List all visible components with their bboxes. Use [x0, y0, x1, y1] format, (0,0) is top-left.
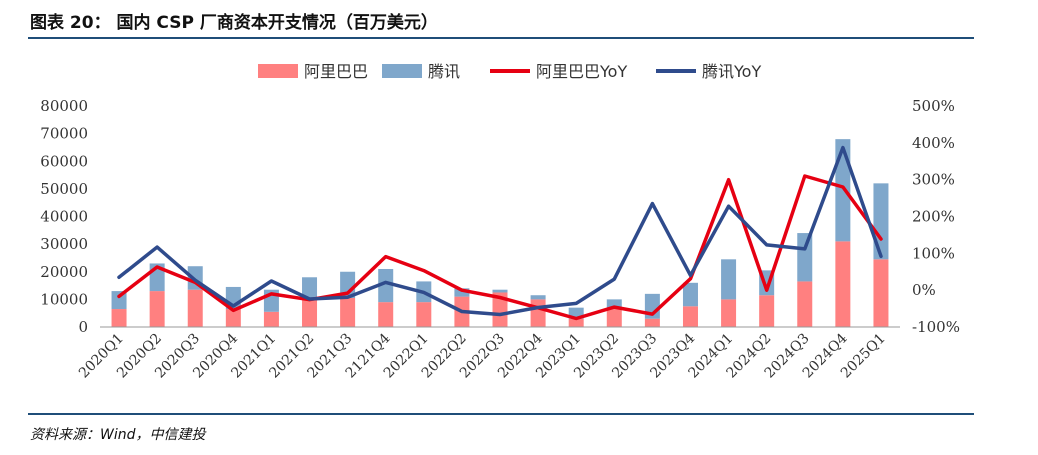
bar-alibaba [835, 241, 851, 327]
bar-alibaba [797, 281, 813, 327]
bar-alibaba [263, 311, 279, 327]
bar-alibaba [606, 309, 622, 327]
right-axis-ticks: -100% 0% 100% 200% 300% 400% 500% [912, 97, 960, 336]
bar-alibaba [340, 297, 356, 327]
bar-alibaba [225, 309, 241, 327]
bar-alibaba [302, 299, 318, 327]
bar-alibaba [759, 295, 775, 327]
bar-tencent [454, 288, 470, 297]
bar-tencent [721, 259, 737, 300]
left-tick-label: 70000 [40, 125, 88, 143]
bar-alibaba [187, 289, 203, 327]
legend-label: 腾讯 [428, 62, 460, 81]
legend: 阿里巴巴 腾讯 阿里巴巴YoY 腾讯YoY [258, 62, 761, 81]
legend-item: 腾讯 [382, 62, 460, 81]
bar-alibaba [149, 291, 165, 327]
left-tick-label: 40000 [40, 208, 88, 226]
line-layer [117, 145, 883, 321]
line-alibaba-yoy [117, 174, 883, 321]
bar-alibaba [378, 302, 394, 327]
left-tick-label: 50000 [40, 180, 88, 198]
left-tick-label: 10000 [40, 290, 88, 308]
bar-tencent [873, 183, 889, 260]
bar-tencent [530, 295, 546, 300]
bar-tencent [606, 299, 622, 310]
bar-tencent [682, 282, 698, 307]
right-tick-label: 0% [912, 281, 936, 299]
bar-alibaba [111, 309, 127, 327]
figure-title: 图表 20： 国内 CSP 厂商资本开支情况（百万美元） [30, 13, 438, 33]
x-axis-ticks: 2020Q12020Q22020Q32020Q42021Q12021Q22021… [76, 330, 889, 381]
bar-tencent [797, 233, 813, 282]
bar-alibaba [682, 306, 698, 327]
right-tick-label: -100% [912, 318, 960, 336]
footer-rule [28, 413, 974, 415]
legend-item: 阿里巴巴 [258, 62, 368, 81]
left-tick-label: 30000 [40, 235, 88, 253]
left-tick-label: 60000 [40, 152, 88, 170]
bar-tencent [835, 139, 851, 242]
bar-alibaba [568, 318, 584, 327]
left-tick-label: 80000 [40, 97, 88, 115]
left-axis-ticks: 0 10000 20000 30000 40000 50000 60000 70000 8000… [40, 97, 88, 336]
bar-tencent [302, 277, 318, 300]
legend-label: 阿里巴巴 [304, 62, 368, 81]
legend-swatch [382, 64, 422, 78]
right-tick-label: 200% [912, 208, 955, 226]
legend-item: 腾讯YoY [656, 62, 761, 81]
bar-tencent [378, 268, 394, 303]
line-tencent-yoy [117, 145, 883, 317]
bar-alibaba [721, 299, 737, 327]
bar-alibaba [416, 302, 432, 327]
right-tick-label: 500% [912, 97, 955, 115]
right-tick-label: 100% [912, 244, 955, 262]
bar-alibaba [873, 259, 889, 327]
left-tick-label: 0 [78, 318, 88, 336]
bar-tencent [492, 289, 508, 293]
bar-alibaba [492, 292, 508, 327]
right-tick-label: 400% [912, 134, 955, 152]
legend-item: 阿里巴巴YoY [490, 62, 627, 81]
bar-tencent [568, 307, 584, 319]
title-rule [28, 37, 974, 39]
legend-label: 阿里巴巴YoY [536, 62, 627, 81]
bar-alibaba [644, 318, 660, 327]
legend-swatch [258, 64, 298, 78]
bar-alibaba [530, 299, 546, 327]
legend-label: 腾讯YoY [702, 62, 761, 81]
left-tick-label: 20000 [40, 263, 88, 281]
right-tick-label: 300% [912, 171, 955, 189]
source-note: 资料来源：Wind，中信建投 [30, 427, 206, 443]
